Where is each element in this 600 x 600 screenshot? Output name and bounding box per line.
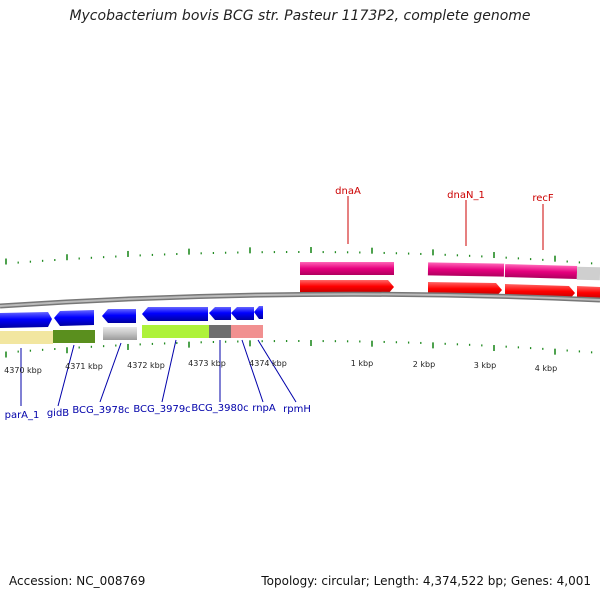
reverse-gene-arrows <box>0 306 263 328</box>
gene-arrow-BCG_3979c[interactable] <box>142 307 208 321</box>
gene-arrow-gidB[interactable] <box>54 310 94 326</box>
cds-band-BCG_3980c[interactable] <box>209 325 231 338</box>
scale-labels: 4370 kbp 4371 kbp 4372 kbp 4373 kbp 4374… <box>4 359 557 375</box>
cds-band-grey[interactable] <box>576 266 600 281</box>
scale-label-4kbp: 4 kbp <box>535 364 557 373</box>
below-callouts <box>20 339 297 407</box>
callout-line-rpmH <box>257 339 297 403</box>
genome-summary: Topology: circular; Length: 4,374,522 bp… <box>261 574 591 588</box>
gene-label-BCG_3978c[interactable]: BCG_3978c <box>72 405 129 416</box>
cds-band-BCG_3979c[interactable] <box>142 325 209 338</box>
scale-label-4371: 4371 kbp <box>65 362 103 371</box>
gene-label-BCG_3979c[interactable]: BCG_3979c <box>133 404 190 415</box>
cds-band-parA_1[interactable] <box>0 331 53 344</box>
genome-title: Mycobacterium bovis BCG str. Pasteur 117… <box>69 8 531 24</box>
gene-label-recF[interactable]: recF <box>532 193 554 204</box>
above-callouts <box>347 196 544 250</box>
callout-line-BCG_3978c <box>99 342 122 403</box>
lower-tick-row <box>5 340 593 358</box>
cds-band-dnaN[interactable] <box>427 262 505 277</box>
gene-label-parA_1[interactable]: parA_1 <box>5 410 40 421</box>
scale-label-2kbp: 2 kbp <box>413 360 435 369</box>
scale-label-4373: 4373 kbp <box>188 359 226 368</box>
scale-label-1kbp: 1 kbp <box>351 359 373 368</box>
gene-arrow-rnpA[interactable] <box>231 307 254 320</box>
cds-band-dnaA[interactable] <box>300 262 394 275</box>
cds-band-gidB[interactable] <box>53 330 95 343</box>
gene-labels-below: parA_1 gidB BCG_3978c BCG_3979c BCG_3980… <box>5 403 311 421</box>
gene-label-dnaA[interactable]: dnaA <box>335 186 361 197</box>
upper-tick-row <box>5 247 593 265</box>
gene-label-BCG_3980c[interactable]: BCG_3980c <box>191 403 248 414</box>
gene-label-rnpA[interactable]: rnpA <box>252 403 276 414</box>
callout-line-BCG_3979c <box>161 339 177 403</box>
gene-arrow-rpmH[interactable] <box>254 306 263 319</box>
gene-labels-above: dnaA dnaN_1 recF <box>335 186 554 204</box>
gene-label-gidB[interactable]: gidB <box>47 408 69 419</box>
gene-label-rpmH[interactable]: rpmH <box>283 404 311 415</box>
gene-label-dnaN_1[interactable]: dnaN_1 <box>447 190 485 201</box>
genome-backbone-highlight <box>0 293 600 307</box>
accession-label: Accession: NC_008769 <box>9 574 146 588</box>
cds-band-BCG_3978c[interactable] <box>103 327 137 340</box>
gene-arrow-parA_1[interactable] <box>0 312 52 328</box>
forward-cds-band <box>300 262 600 281</box>
gene-arrow-BCG_3978c[interactable] <box>102 309 136 323</box>
scale-label-3kbp: 3 kbp <box>474 361 496 370</box>
scale-label-4370: 4370 kbp <box>4 366 42 375</box>
scale-label-4374: 4374 kbp <box>249 359 287 368</box>
scale-label-4372: 4372 kbp <box>127 361 165 370</box>
callout-line-gidB <box>57 344 75 407</box>
reverse-cds-band <box>0 325 263 344</box>
cds-band-recF[interactable] <box>504 264 578 279</box>
gene-arrow-BCG_3980c[interactable] <box>209 307 231 320</box>
gene-arrow-dnaA[interactable] <box>300 280 394 294</box>
cds-band-rnpA[interactable] <box>231 325 263 338</box>
callout-line-rnpA <box>241 339 264 403</box>
